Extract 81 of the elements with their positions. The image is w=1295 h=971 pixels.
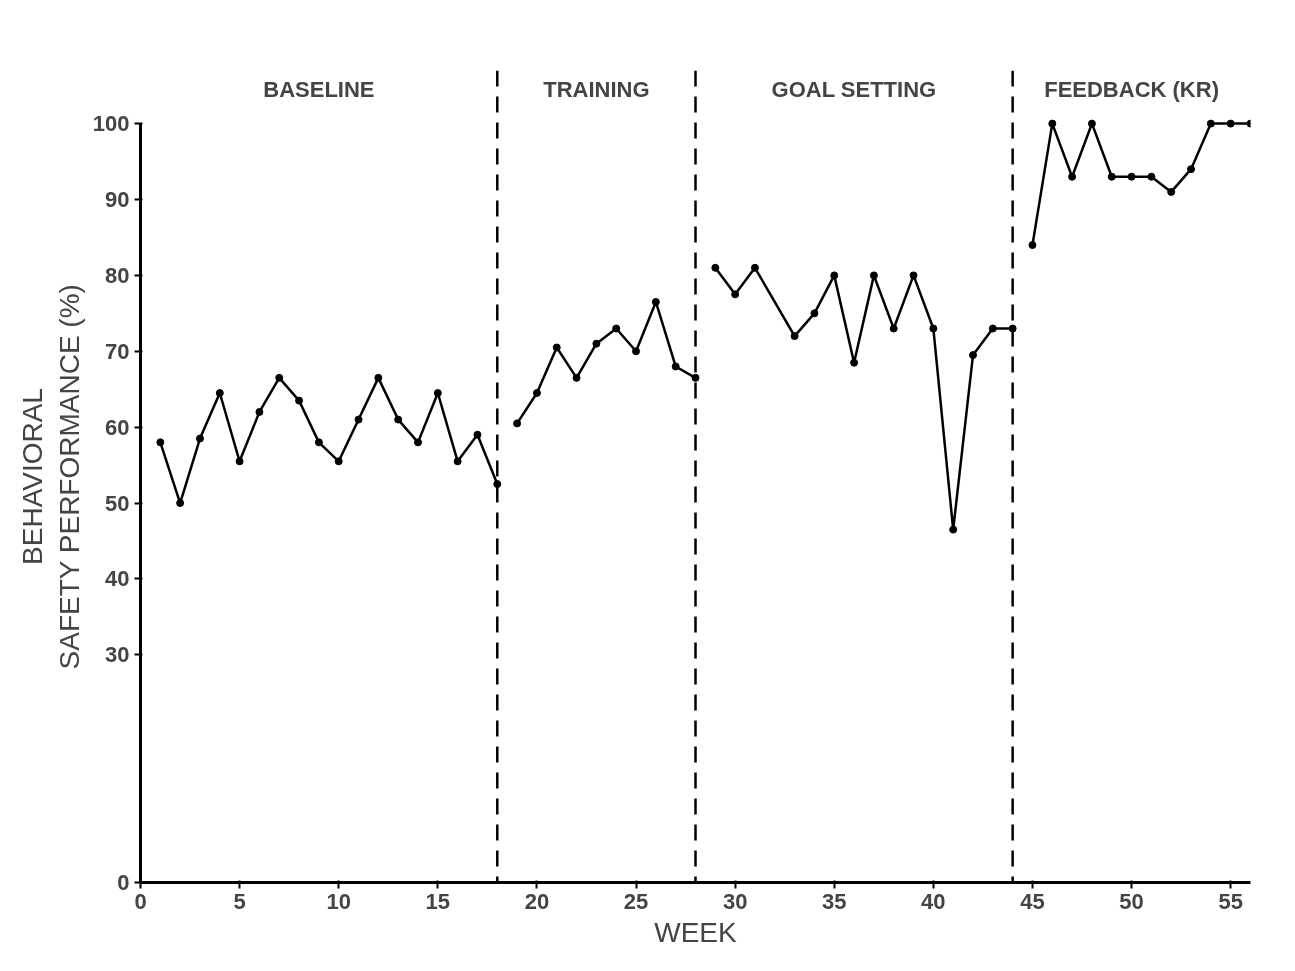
x-tick-label: 10 [326, 888, 351, 914]
point [394, 415, 403, 424]
x-tick-label: 20 [524, 888, 550, 914]
x-tick-label: 45 [1020, 888, 1045, 914]
x-tick-label: 30 [722, 888, 748, 914]
point [1127, 172, 1136, 181]
point [493, 480, 502, 489]
point [552, 343, 561, 352]
point [156, 438, 165, 447]
point [473, 430, 482, 439]
point [632, 347, 641, 356]
point [1008, 324, 1017, 333]
point [1048, 119, 1057, 128]
point [1187, 165, 1196, 174]
point [909, 271, 918, 280]
point [691, 373, 700, 382]
text: TRAINING [543, 76, 650, 102]
point [711, 263, 720, 272]
point [1107, 172, 1116, 181]
text: FEEDBACK (KR) [1044, 76, 1219, 102]
point [889, 324, 898, 333]
x-tick-label: 55 [1218, 888, 1243, 914]
point [374, 373, 383, 382]
point [830, 271, 839, 280]
point [731, 290, 740, 299]
point [275, 373, 284, 382]
point [1226, 119, 1235, 128]
point [612, 324, 621, 333]
x-tick-label: 35 [822, 888, 847, 914]
y-tick-label: 50 [105, 490, 130, 516]
point [969, 351, 977, 360]
point [255, 408, 264, 416]
point [929, 324, 938, 333]
point [433, 389, 442, 398]
point [176, 499, 185, 508]
x-tick-label: 15 [425, 888, 451, 914]
point [354, 415, 363, 424]
x-axis-title: WEEK [654, 916, 738, 948]
point [215, 389, 224, 398]
x-tick-label: 0 [134, 888, 147, 914]
point [295, 396, 304, 405]
point [334, 457, 343, 466]
point [810, 309, 819, 318]
y-tick-label: 60 [105, 414, 130, 440]
y-tick-label: 80 [105, 262, 130, 288]
point [414, 438, 422, 447]
x-tick-label: 5 [233, 888, 246, 914]
text: GOAL SETTING [771, 76, 937, 102]
x-tick-label: 25 [623, 888, 649, 914]
point [235, 457, 244, 466]
point [195, 434, 204, 443]
point [314, 438, 323, 447]
y-tick-label: 0 [117, 870, 130, 895]
point [1028, 241, 1037, 250]
point [869, 271, 878, 280]
point [532, 389, 541, 398]
point [750, 263, 759, 272]
y-tick-label: 90 [105, 187, 130, 213]
point [651, 297, 660, 306]
y-axis-title: BEHAVIORAL SAFETY PERFORMANCE (%) [16, 284, 85, 670]
point [1068, 172, 1077, 181]
point [671, 362, 680, 371]
y-tick-label: 30 [105, 642, 130, 668]
point [949, 525, 958, 534]
point [572, 373, 581, 382]
x-tick-label: 50 [1119, 888, 1144, 914]
point [850, 358, 859, 367]
point [1147, 172, 1156, 181]
y-tick-label: 100 [92, 111, 130, 137]
point [1087, 119, 1096, 128]
point [592, 339, 601, 348]
point [790, 332, 799, 341]
text: BASELINE [263, 76, 375, 102]
point [988, 324, 997, 333]
point [1206, 119, 1215, 128]
x-tick-label: 40 [921, 888, 946, 914]
point [1167, 187, 1176, 196]
point [453, 457, 462, 466]
y-tick-label: 70 [105, 338, 130, 364]
y-tick-label: 40 [105, 566, 130, 592]
point [513, 419, 522, 428]
